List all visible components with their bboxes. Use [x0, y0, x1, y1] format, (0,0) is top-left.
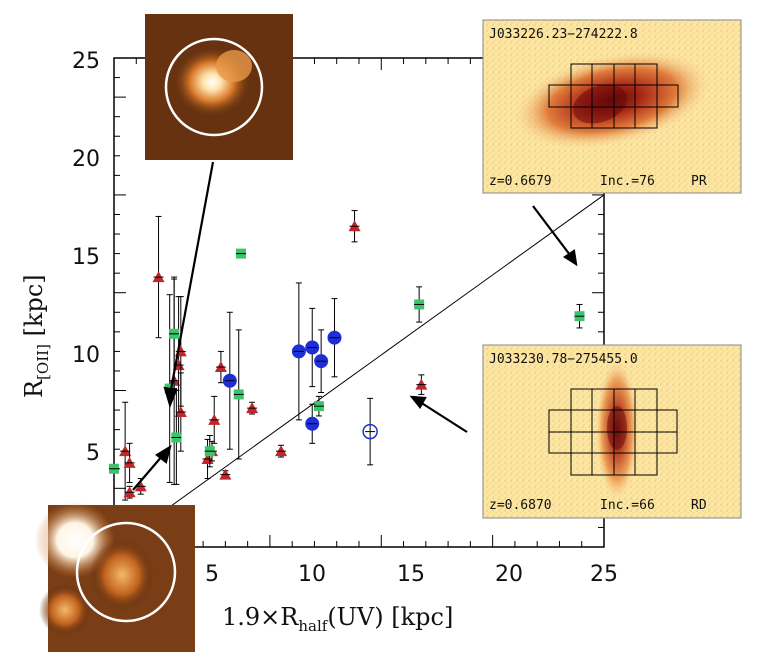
x-axis-title: 1.9×Rhalf(UV) [kpc]	[222, 603, 453, 635]
triangle-point	[208, 395, 221, 444]
circle-point	[222, 311, 237, 450]
triangle-point	[219, 468, 232, 480]
inset-rd-redshift: z=0.6870	[489, 498, 552, 513]
square-point	[313, 395, 324, 417]
inset-rd-inclination: Inc.=66	[600, 498, 655, 513]
inset-pr-inclination: Inc.=76	[600, 174, 655, 189]
x-tick-label: 15	[397, 562, 425, 587]
arrow-bottom-left-inset	[132, 454, 164, 491]
inset-rd-class: RD	[691, 498, 707, 513]
triangle-point	[275, 444, 288, 458]
aperture-circle	[75, 521, 177, 623]
circle-point	[314, 329, 329, 393]
circle-point	[305, 403, 320, 444]
data-points	[109, 210, 585, 501]
arrow-top-left-inset	[168, 161, 215, 396]
one-to-one-line	[113, 194, 605, 548]
triangle-point	[348, 210, 361, 243]
inset-pr-class: PR	[691, 174, 707, 189]
y-tick-label: 15	[72, 245, 100, 270]
inset-rd-id: J033230.78−275455.0	[489, 352, 638, 367]
arrow-rd-inset	[419, 401, 468, 433]
circle-point	[291, 282, 306, 421]
triangle-point	[152, 215, 165, 339]
aperture-circle	[164, 37, 264, 137]
square-point	[235, 248, 246, 259]
y-tick-label: 20	[72, 147, 100, 172]
arrowhead	[155, 444, 172, 464]
triangle-point	[415, 374, 428, 395]
inset-bottom-left-thumbnail	[35, 502, 195, 652]
x-tick-label: 10	[298, 562, 326, 587]
triangle-point	[119, 401, 132, 501]
arrowhead	[409, 395, 427, 409]
ifu-grid	[548, 388, 678, 476]
inset-galaxy-pr: J033226.23−274222.8 z=0.6679 Inc.=76 PR	[482, 19, 742, 194]
ifu-grid	[548, 63, 679, 129]
inset-galaxy-rd: J033230.78−275455.0 z=0.6870 Inc.=66 RD	[482, 344, 742, 519]
square-point	[414, 286, 425, 323]
arrow-pr-inset	[532, 205, 571, 256]
square-point	[171, 390, 182, 485]
square-point	[574, 303, 585, 329]
x-tick-label: 20	[495, 562, 523, 587]
square-point	[109, 463, 119, 474]
inset-pr-id: J033226.23−274222.8	[489, 27, 638, 42]
triangle-point	[246, 401, 259, 415]
y-tick-label: 10	[72, 343, 100, 368]
triangle-point	[123, 442, 136, 483]
x-tick-labels: 5 10 15 20 25	[205, 562, 618, 587]
inset-pr-redshift: z=0.6679	[489, 174, 552, 189]
x-tick-label: 5	[205, 562, 219, 587]
y-tick-label: 25	[72, 49, 100, 74]
x-tick-label: 25	[590, 562, 618, 587]
inset-top-left-thumbnail	[145, 14, 293, 160]
open-circle-point	[362, 397, 378, 466]
arrowhead	[562, 249, 578, 267]
triangle-point	[214, 350, 227, 384]
y-tick-labels: 5 10 15 20 25	[72, 49, 100, 466]
circle-point	[327, 298, 342, 378]
y-axis-title: R[OII] [kpc]	[20, 274, 52, 398]
pointer-arrows	[132, 161, 578, 491]
open-circle-marker	[362, 423, 378, 440]
triangle-point	[123, 485, 136, 499]
y-tick-label: 5	[86, 441, 100, 466]
circle-point	[305, 307, 320, 388]
arrowhead	[163, 386, 178, 409]
triangle-point	[134, 478, 147, 495]
square-point	[204, 435, 215, 468]
square-point	[233, 329, 244, 460]
